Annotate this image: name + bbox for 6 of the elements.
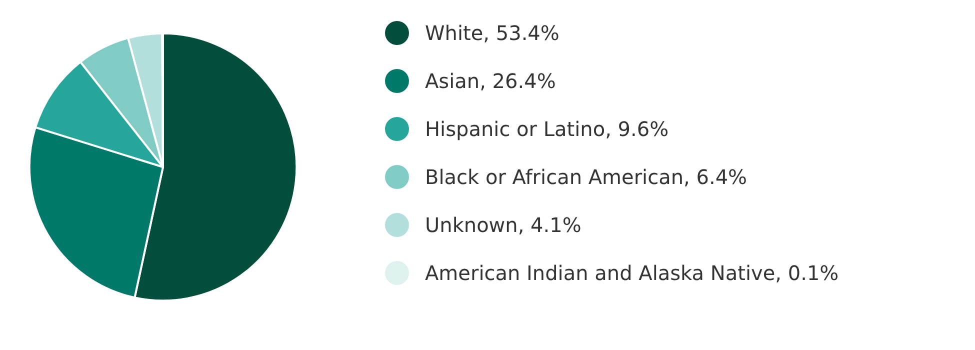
legend-label: Hispanic or Latino, 9.6% — [425, 117, 669, 141]
legend-label: Black or African American, 6.4% — [425, 165, 748, 189]
legend-label: Asian, 26.4% — [425, 69, 556, 93]
legend-label: White, 53.4% — [425, 21, 560, 45]
legend-label: Unknown, 4.1% — [425, 213, 582, 237]
legend-label: American Indian and Alaska Native, 0.1% — [425, 261, 839, 285]
